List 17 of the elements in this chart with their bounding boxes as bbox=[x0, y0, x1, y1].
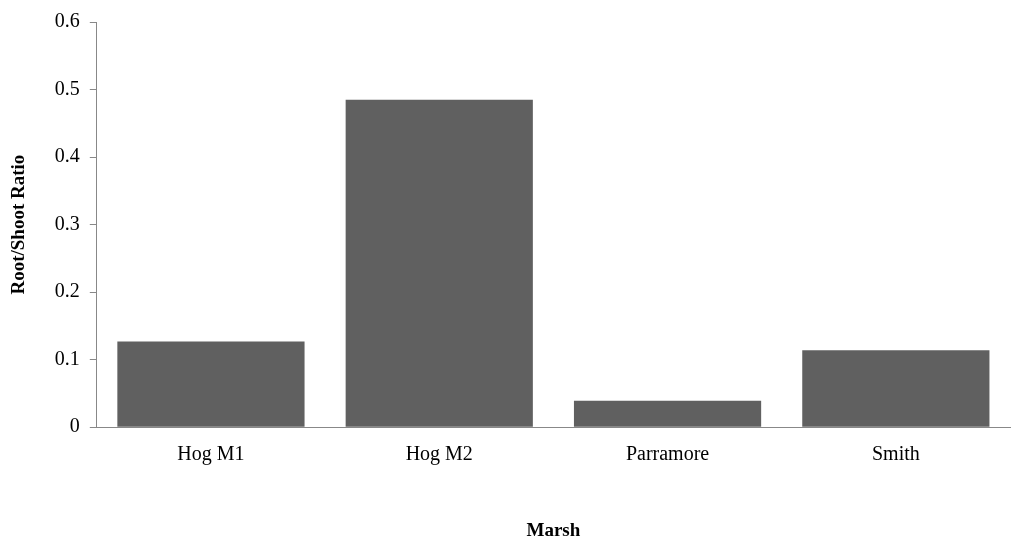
x-axis-title: Marsh bbox=[526, 518, 581, 540]
bar bbox=[802, 350, 990, 427]
bar bbox=[117, 341, 305, 427]
y-tick-label: 0.6 bbox=[54, 9, 80, 32]
y-tick-label: 0.4 bbox=[54, 144, 80, 167]
bar bbox=[345, 99, 533, 427]
y-tick-label: 0.5 bbox=[54, 76, 80, 99]
x-tick-label: Hog M1 bbox=[177, 442, 245, 466]
x-tick-label: Smith bbox=[871, 442, 920, 465]
y-axis-title: Root/Shoot Ratio bbox=[7, 154, 29, 295]
x-tick-label: Parramore bbox=[625, 442, 710, 465]
x-tick-label: Hog M2 bbox=[405, 442, 473, 466]
y-tick-label: 0.1 bbox=[54, 346, 80, 369]
y-tick-label: 0 bbox=[69, 414, 80, 437]
y-tick-label: 0.3 bbox=[54, 211, 80, 234]
y-tick-label: 0.2 bbox=[54, 279, 80, 302]
bar bbox=[573, 400, 762, 427]
